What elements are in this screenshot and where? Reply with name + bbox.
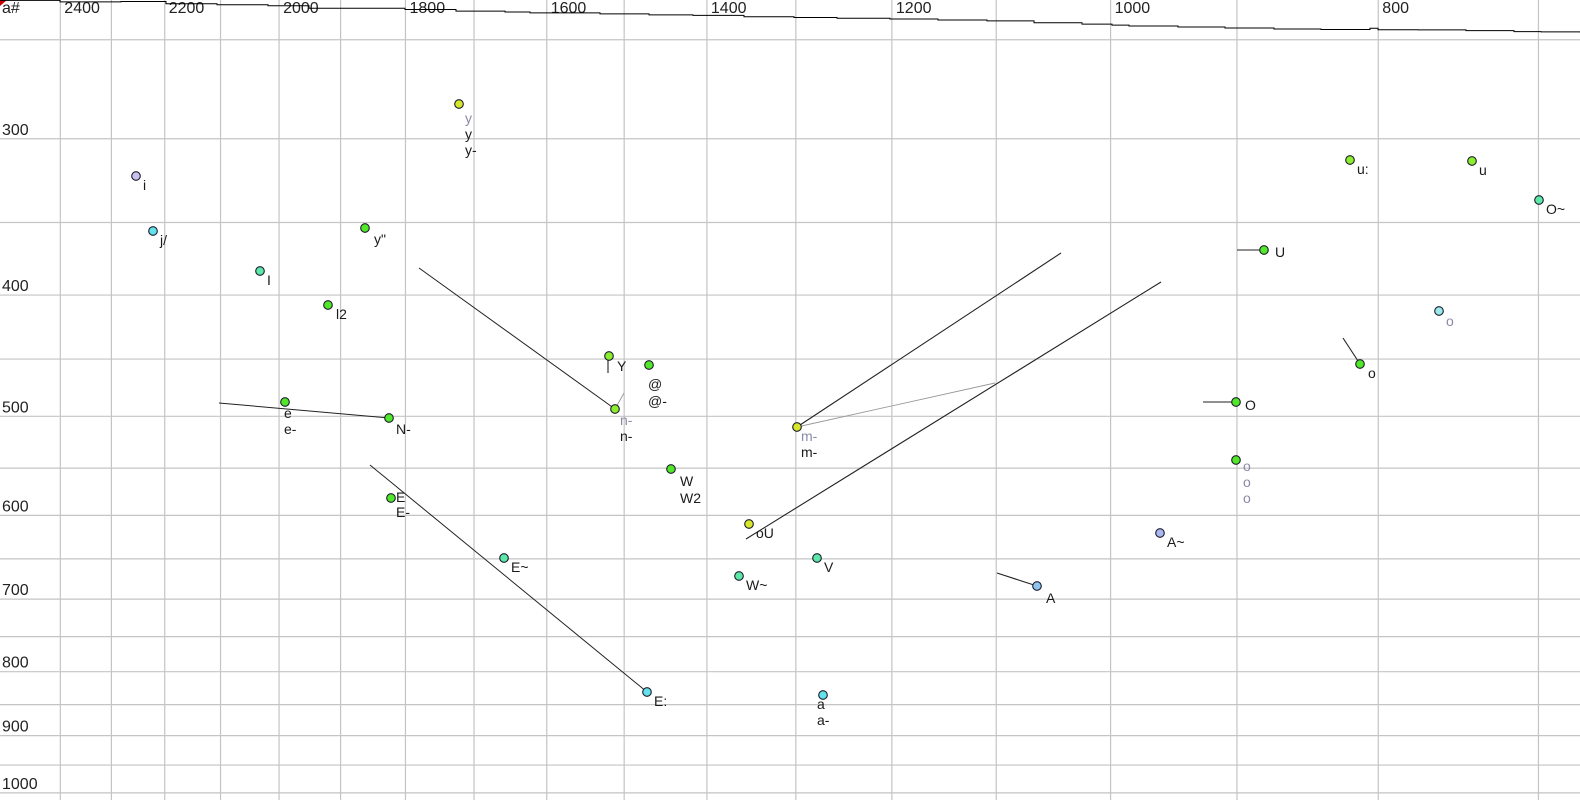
svg-text:N-: N- (396, 421, 411, 437)
svg-text:a: a (817, 696, 825, 712)
svg-text:A~: A~ (1167, 534, 1185, 550)
svg-text:o: o (1368, 365, 1376, 381)
svg-text:u: u (1479, 162, 1487, 178)
svg-text:1200: 1200 (896, 0, 932, 17)
svg-text:E:: E: (654, 693, 667, 709)
svg-text:o: o (1243, 458, 1251, 474)
svg-text:I: I (267, 272, 271, 288)
svg-text:400: 400 (2, 278, 29, 295)
svg-text:i: i (143, 177, 146, 193)
svg-text:W: W (680, 473, 694, 489)
svg-text:500: 500 (2, 399, 29, 416)
svg-text:O: O (1245, 397, 1256, 413)
svg-text:1000: 1000 (1115, 0, 1151, 17)
svg-text:y: y (465, 110, 472, 126)
svg-text:Y: Y (617, 358, 627, 374)
svg-text:W~: W~ (746, 577, 767, 593)
svg-text:300: 300 (2, 122, 29, 139)
svg-text:m-: m- (801, 428, 818, 444)
svg-text:oU: oU (756, 525, 774, 541)
svg-text:E: E (396, 489, 405, 505)
svg-text:n-: n- (620, 428, 633, 444)
svg-text:@: @ (648, 376, 662, 392)
svg-text:800: 800 (1382, 0, 1409, 17)
svg-text:V: V (824, 559, 834, 575)
svg-text:o: o (1243, 490, 1251, 506)
svg-text:E-: E- (396, 504, 410, 520)
svg-text:700: 700 (2, 582, 29, 599)
svg-text:1000: 1000 (2, 776, 38, 793)
svg-text:A: A (1046, 590, 1056, 606)
svg-text:2400: 2400 (64, 0, 100, 17)
svg-text:1600: 1600 (551, 0, 587, 17)
svg-text:e-: e- (284, 421, 297, 437)
svg-text:600: 600 (2, 498, 29, 515)
svg-text:900: 900 (2, 719, 29, 736)
svg-text:m-: m- (801, 444, 818, 460)
svg-text:u:: u: (1357, 161, 1369, 177)
svg-text:y": y" (374, 231, 386, 247)
svg-text:a-: a- (817, 712, 830, 728)
svg-text:j/: j/ (159, 232, 167, 248)
svg-text:y-: y- (465, 142, 477, 158)
svg-text:a#: a# (2, 0, 20, 17)
svg-text:o: o (1446, 313, 1454, 329)
svg-text:l2: l2 (336, 306, 347, 322)
svg-text:E~: E~ (511, 559, 529, 575)
svg-text:n-: n- (620, 412, 633, 428)
svg-text:o: o (1243, 474, 1251, 490)
svg-text:1400: 1400 (711, 0, 747, 17)
svg-text:800: 800 (2, 655, 29, 672)
svg-text:@-: @- (648, 393, 667, 409)
svg-text:e: e (284, 405, 292, 421)
svg-text:O~: O~ (1546, 201, 1565, 217)
svg-text:U: U (1275, 244, 1285, 260)
svg-text:2200: 2200 (169, 0, 205, 17)
svg-text:W2: W2 (680, 490, 701, 506)
svg-text:y: y (465, 126, 472, 142)
svg-text:1800: 1800 (410, 0, 446, 17)
